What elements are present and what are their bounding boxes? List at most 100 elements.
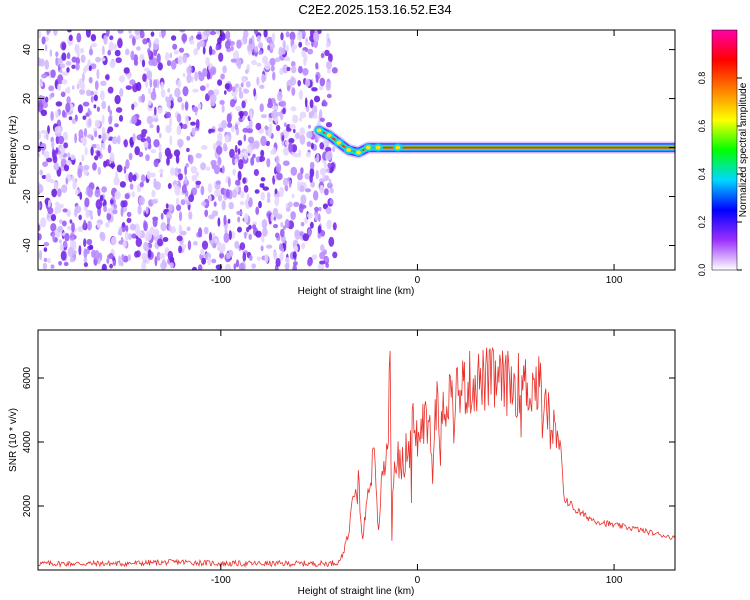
noise-speckle bbox=[327, 166, 330, 174]
noise-speckle bbox=[211, 210, 219, 217]
noise-speckle bbox=[178, 245, 183, 254]
noise-speckle bbox=[101, 186, 107, 193]
noise-speckle bbox=[264, 61, 271, 70]
noise-speckle bbox=[66, 86, 71, 94]
noise-speckle bbox=[205, 56, 210, 67]
noise-speckle bbox=[87, 220, 92, 231]
noise-speckle bbox=[304, 97, 308, 108]
noise-speckle bbox=[59, 203, 64, 209]
noise-speckle bbox=[101, 132, 107, 143]
spectrogram-ridge bbox=[313, 124, 675, 159]
noise-speckle bbox=[241, 76, 247, 83]
noise-speckle bbox=[316, 153, 320, 164]
noise-speckle bbox=[69, 219, 73, 224]
noise-speckle bbox=[50, 223, 57, 232]
noise-speckle bbox=[323, 160, 327, 169]
noise-speckle bbox=[109, 59, 116, 69]
noise-speckle bbox=[277, 91, 283, 102]
noise-speckle bbox=[231, 189, 238, 199]
noise-speckle bbox=[193, 241, 198, 246]
noise-speckle bbox=[120, 207, 124, 217]
noise-speckle bbox=[148, 87, 152, 95]
noise-speckle bbox=[146, 70, 153, 81]
noise-speckle bbox=[143, 140, 149, 148]
noise-speckle bbox=[190, 165, 198, 174]
noise-speckle bbox=[299, 127, 306, 136]
noise-speckle bbox=[288, 201, 293, 208]
noise-speckle bbox=[71, 85, 75, 90]
noise-speckle bbox=[43, 247, 48, 253]
noise-speckle bbox=[217, 241, 223, 251]
noise-speckle bbox=[89, 244, 94, 250]
noise-speckle bbox=[248, 119, 253, 129]
noise-speckle bbox=[236, 39, 242, 49]
noise-speckle bbox=[88, 65, 92, 72]
noise-speckle bbox=[293, 245, 299, 253]
noise-speckle bbox=[289, 123, 297, 130]
noise-speckle bbox=[237, 148, 241, 155]
noise-speckle bbox=[177, 173, 183, 181]
y-tick-label: 40 bbox=[22, 44, 33, 56]
noise-speckle bbox=[260, 191, 266, 201]
noise-speckle bbox=[125, 159, 130, 170]
noise-speckle bbox=[310, 142, 314, 150]
noise-speckle bbox=[242, 252, 247, 262]
noise-speckle bbox=[276, 172, 283, 181]
noise-speckle bbox=[285, 31, 290, 38]
noise-speckle bbox=[63, 164, 70, 172]
noise-speckle bbox=[246, 193, 250, 202]
noise-speckle bbox=[314, 206, 320, 212]
noise-speckle bbox=[159, 168, 164, 174]
noise-speckle bbox=[190, 121, 196, 126]
noise-speckle bbox=[245, 81, 251, 88]
noise-speckle bbox=[202, 46, 206, 55]
noise-speckle bbox=[191, 174, 198, 182]
noise-speckle bbox=[93, 94, 99, 102]
ridge-knot bbox=[316, 128, 322, 133]
noise-speckle bbox=[41, 175, 47, 179]
noise-speckle bbox=[235, 105, 242, 112]
noise-speckle bbox=[53, 162, 60, 171]
noise-speckle bbox=[137, 119, 142, 126]
noise-speckle bbox=[307, 48, 314, 55]
noise-speckle bbox=[129, 183, 134, 190]
noise-speckle bbox=[200, 185, 205, 196]
noise-speckle bbox=[41, 73, 47, 79]
noise-speckle bbox=[134, 30, 141, 36]
noise-speckle bbox=[156, 251, 161, 261]
noise-speckle bbox=[196, 41, 201, 51]
noise-speckle bbox=[325, 263, 330, 268]
noise-speckle bbox=[281, 47, 286, 55]
noise-speckle bbox=[217, 217, 221, 227]
noise-speckle bbox=[154, 106, 157, 116]
noise-speckle bbox=[184, 101, 189, 111]
noise-speckle bbox=[239, 111, 243, 119]
noise-speckle bbox=[223, 214, 227, 226]
noise-speckle bbox=[160, 89, 166, 98]
noise-speckle bbox=[120, 236, 124, 244]
noise-speckle bbox=[118, 255, 121, 266]
noise-speckle bbox=[325, 207, 332, 215]
noise-speckle bbox=[260, 149, 265, 157]
noise-speckle bbox=[142, 38, 148, 45]
noise-speckle bbox=[254, 189, 260, 194]
noise-speckle bbox=[256, 62, 262, 67]
noise-speckle bbox=[332, 222, 337, 231]
noise-speckle bbox=[219, 34, 223, 42]
noise-speckle bbox=[94, 155, 99, 161]
noise-speckle bbox=[75, 57, 81, 65]
ridge-knot bbox=[375, 145, 381, 150]
noise-speckle bbox=[145, 230, 152, 241]
noise-speckle bbox=[38, 201, 41, 211]
noise-speckle bbox=[281, 135, 285, 141]
noise-speckle bbox=[286, 66, 291, 72]
noise-speckle bbox=[57, 135, 65, 145]
noise-speckle bbox=[327, 69, 331, 74]
noise-speckle bbox=[188, 194, 195, 203]
noise-speckle bbox=[97, 166, 102, 176]
noise-speckle bbox=[118, 227, 123, 236]
noise-speckle bbox=[313, 190, 319, 201]
noise-speckle bbox=[113, 176, 120, 186]
noise-speckle bbox=[39, 82, 44, 87]
noise-speckle bbox=[170, 167, 176, 176]
